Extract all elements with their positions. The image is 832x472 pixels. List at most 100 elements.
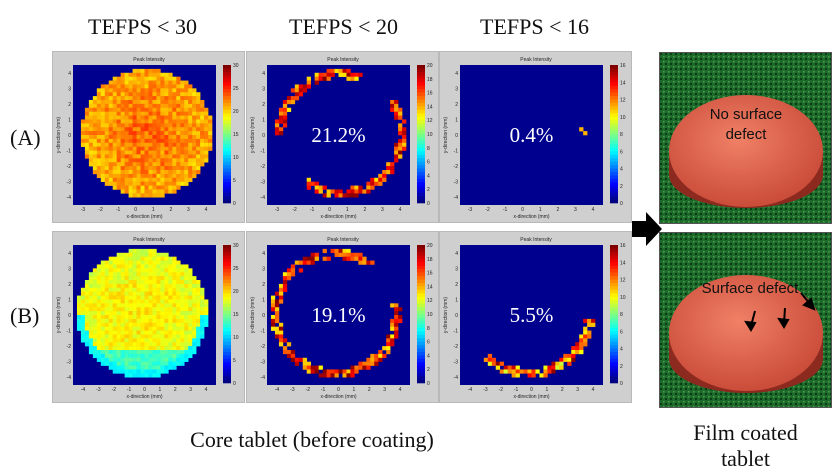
- y-tick-label: 4: [68, 251, 71, 257]
- colorbar-tick-label: 4: [427, 173, 430, 179]
- x-tick-label: -1: [514, 387, 519, 393]
- y-tick-label: -4: [67, 375, 72, 381]
- y-tick-label: -2: [261, 344, 266, 350]
- colorbar-tick-label: 16: [620, 63, 626, 69]
- y-tick-label: 1: [455, 118, 458, 124]
- x-tick-label: -3: [483, 387, 488, 393]
- colorbar-tick-label: 8: [427, 146, 430, 152]
- x-tick-label: 2: [561, 387, 564, 393]
- colorbar-tick-label: 0: [620, 381, 623, 387]
- colorbar-tick-label: 5: [233, 178, 236, 184]
- y-tick-label: -4: [454, 375, 459, 381]
- colorbar-tick-label: 10: [233, 335, 239, 341]
- colorbar-tick-label: 14: [620, 80, 626, 86]
- coverage-percentage: 19.1%: [311, 303, 365, 327]
- x-tick-label: -2: [112, 387, 117, 393]
- x-tick-label: -4: [81, 387, 86, 393]
- x-axis-label: x-direction (mm): [513, 394, 549, 400]
- x-tick-label: 4: [399, 387, 402, 393]
- y-tick-label: 0: [68, 133, 71, 139]
- photo-bottom-text: Surface defect: [702, 280, 800, 297]
- row-label-a: (A): [10, 125, 41, 150]
- colorbar-tick-label: 14: [427, 284, 433, 290]
- x-tick-label: 2: [557, 207, 560, 213]
- heatmap-cells: [80, 68, 213, 198]
- intensity-map-panel: Peak Intensity -3 -2 -1 0 1 2 3 4 4 3 2 1 0 -1 -2 -3 -4 x-…: [246, 51, 439, 223]
- y-tick-label: -3: [67, 180, 72, 186]
- x-axis-label: x-direction (mm): [320, 214, 356, 220]
- colorbar-tick-label: 14: [427, 104, 433, 110]
- colorbar-tick-label: 4: [427, 353, 430, 359]
- x-tick-label: -3: [96, 387, 101, 393]
- y-tick-label: 2: [68, 102, 71, 108]
- x-tick-label: 1: [159, 387, 162, 393]
- panel-title: Peak Intensity: [520, 57, 552, 63]
- caption-core-tablet: Core tablet (before coating): [190, 427, 434, 452]
- x-tick-label: -1: [321, 387, 326, 393]
- heatmap-cells: [270, 248, 403, 378]
- y-tick-label: 0: [68, 313, 71, 319]
- colorbar-tick-label: 6: [620, 329, 623, 335]
- intensity-map-panel: Peak Intensity -4 -3 -2 -1 0 1 2 3 4 4 3 2 1 0 -1 -2 -3 -4…: [439, 231, 632, 403]
- colorbar-tick-label: 10: [427, 132, 433, 138]
- x-tick-label: -1: [503, 207, 508, 213]
- y-tick-label: 0: [455, 133, 458, 139]
- colorbar-tick-label: 20: [427, 63, 433, 69]
- photo-top-line-2: defect: [726, 126, 768, 143]
- heatmap-cells: [483, 318, 596, 378]
- x-tick-label: -1: [127, 387, 132, 393]
- colorbar-tick-label: 16: [620, 243, 626, 249]
- x-tick-label: -3: [275, 207, 280, 213]
- colorbar: [417, 245, 425, 384]
- colorbar-tick-label: 25: [233, 266, 239, 272]
- y-tick-label: -1: [67, 329, 72, 335]
- colorbar: [223, 65, 231, 204]
- x-tick-label: -3: [290, 387, 295, 393]
- y-tick-label: -1: [261, 329, 266, 335]
- y-tick-label: 2: [262, 102, 265, 108]
- y-tick-label: -3: [261, 360, 266, 366]
- y-tick-label: -3: [454, 360, 459, 366]
- photo-top-line-1: No surface: [710, 106, 783, 123]
- colorbar-tick-label: 12: [620, 278, 626, 284]
- colorbar-tick-label: 2: [427, 367, 430, 373]
- colorbar-tick-label: 16: [427, 271, 433, 277]
- y-tick-label: 3: [68, 87, 71, 93]
- x-tick-label: 1: [546, 387, 549, 393]
- colorbar-tick-label: 0: [233, 201, 236, 207]
- y-tick-label: -4: [261, 375, 266, 381]
- colorbar-tick-label: 30: [233, 63, 239, 69]
- x-tick-label: 0: [328, 207, 331, 213]
- colorbar-tick-label: 18: [427, 257, 433, 263]
- y-tick-label: -3: [454, 180, 459, 186]
- plot-area: [460, 65, 603, 205]
- x-tick-label: 3: [576, 387, 579, 393]
- y-tick-label: 3: [262, 267, 265, 273]
- y-tick-label: -1: [454, 329, 459, 335]
- colorbar-tick-label: 20: [427, 243, 433, 249]
- y-tick-label: 0: [262, 133, 265, 139]
- y-tick-label: 3: [455, 267, 458, 273]
- x-tick-label: 4: [592, 207, 595, 213]
- y-tick-label: 1: [262, 118, 265, 124]
- colorbar: [610, 65, 618, 204]
- y-tick-label: 3: [455, 87, 458, 93]
- colorbar-tick-label: 10: [620, 295, 626, 301]
- x-tick-label: 4: [592, 387, 595, 393]
- colorbar: [417, 65, 425, 204]
- header-tefps-16: TEFPS < 16: [480, 14, 589, 39]
- x-tick-label: 4: [205, 207, 208, 213]
- x-tick-label: 3: [574, 207, 577, 213]
- x-tick-label: 3: [187, 207, 190, 213]
- colorbar-tick-label: 12: [620, 98, 626, 104]
- x-tick-label: 1: [152, 207, 155, 213]
- x-tick-label: 1: [346, 207, 349, 213]
- colorbar-tick-label: 5: [233, 358, 236, 364]
- caption-film-coated-line-1: Film coated: [693, 420, 798, 445]
- x-tick-label: 2: [368, 387, 371, 393]
- y-tick-label: 1: [455, 298, 458, 304]
- heatmap-cells: [274, 68, 407, 198]
- colorbar-tick-label: 10: [233, 155, 239, 161]
- y-axis-label: y-direction (mm): [250, 117, 256, 153]
- colorbar-tick-label: 20: [233, 109, 239, 115]
